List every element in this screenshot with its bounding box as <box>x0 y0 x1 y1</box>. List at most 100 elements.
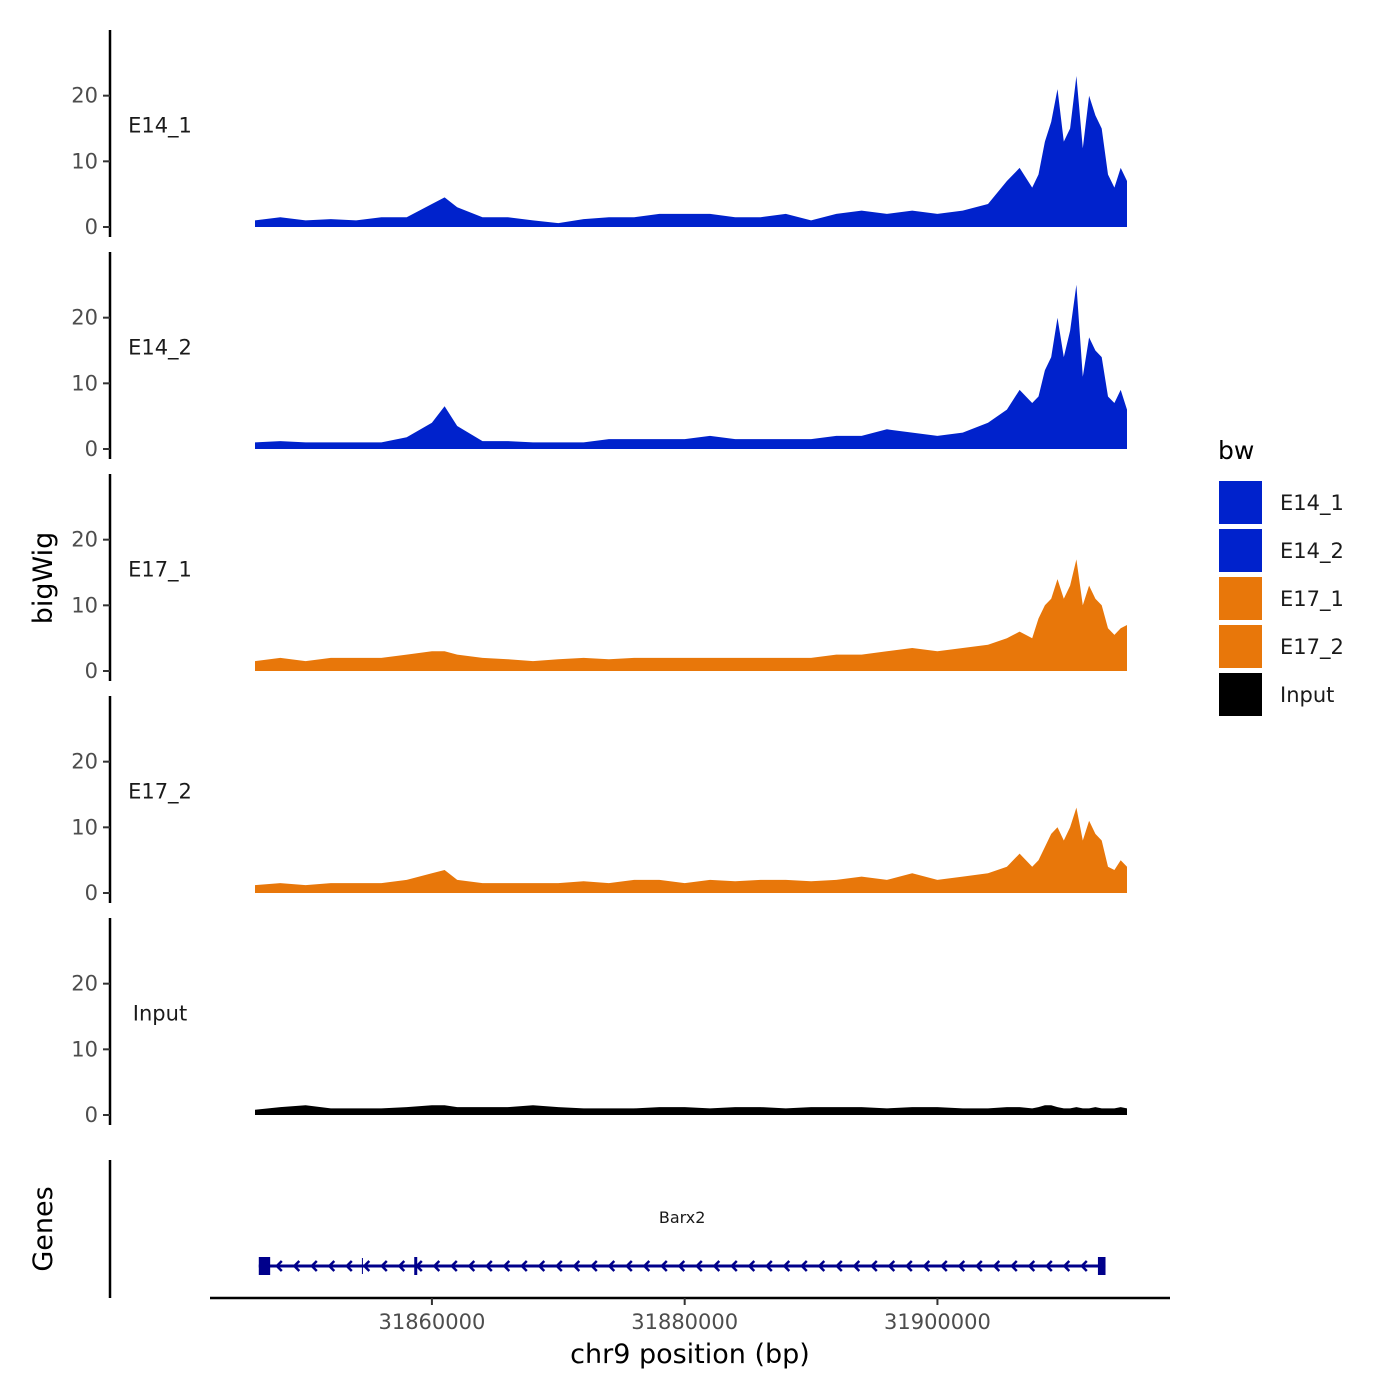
legend-swatch <box>1217 575 1264 622</box>
strand-arrow <box>992 1260 1001 1272</box>
strand-arrow <box>817 1260 826 1272</box>
strand-arrow <box>695 1260 703 1272</box>
y-tick-label: 10 <box>71 1037 98 1061</box>
strand-arrow <box>310 1260 318 1272</box>
strip-label: Input <box>133 1002 187 1026</box>
strand-arrow <box>345 1260 353 1272</box>
area-E14_2 <box>255 284 1127 449</box>
track-E14_1: 0 10 20 E14_1 <box>71 30 1127 239</box>
strand-arrow <box>677 1260 686 1272</box>
strand-arrow <box>380 1260 388 1272</box>
legend-title: bw <box>1218 436 1254 465</box>
x-tick-label: 31900000 <box>884 1310 991 1334</box>
strand-arrow <box>887 1260 896 1272</box>
area-E17_1 <box>255 559 1127 671</box>
strand-arrow <box>520 1260 528 1272</box>
y-tick-label: 20 <box>71 528 98 552</box>
strand-arrow <box>1045 1260 1053 1272</box>
strand-arrow <box>432 1260 441 1272</box>
strand-arrow <box>852 1260 861 1272</box>
strip-label: E17_2 <box>128 780 192 805</box>
y-tick-label: 10 <box>71 815 98 839</box>
strand-arrow <box>765 1260 773 1272</box>
x-axis-title: chr9 position (bp) <box>570 1339 810 1370</box>
track-E17_2: 0 10 20 E17_2 <box>71 696 1127 905</box>
strip-label: E17_1 <box>128 558 192 583</box>
strand-arrow <box>642 1260 651 1272</box>
legend-label: Input <box>1280 683 1334 707</box>
strand-arrow <box>957 1260 966 1272</box>
y-tick-label: 20 <box>71 306 98 330</box>
gene-exon <box>258 1257 271 1275</box>
x-axis: 31860000 31880000 31900000 <box>210 1296 1170 1334</box>
strip-label: E14_1 <box>128 114 192 139</box>
strand-arrow <box>782 1260 791 1272</box>
area-Input <box>255 1105 1127 1115</box>
strand-arrow <box>747 1260 756 1272</box>
gene-name-label: Barx2 <box>659 1208 706 1227</box>
y-tick-label: 0 <box>85 215 98 239</box>
strand-arrow <box>1027 1260 1036 1272</box>
strand-arrow <box>502 1260 511 1272</box>
legend-swatch <box>1217 527 1264 574</box>
bigwig-tracks: 0 10 20 E14_1 0 10 20 E14_2 0 10 20 E17_1 0 10 20 E17_2… <box>71 30 1127 1127</box>
strand-arrow <box>800 1260 808 1272</box>
strand-arrow <box>975 1260 983 1272</box>
strand-arrow <box>275 1260 283 1272</box>
strand-arrow <box>327 1260 336 1272</box>
strand-arrow <box>730 1260 738 1272</box>
strand-arrow <box>485 1260 493 1272</box>
genes-axis-title: Genes <box>28 1186 59 1271</box>
y-tick-label: 20 <box>71 972 98 996</box>
y-tick-label: 0 <box>85 881 98 905</box>
legend-swatch <box>1217 671 1264 718</box>
strip-label: E14_2 <box>128 336 192 361</box>
legend-swatch <box>1217 623 1264 670</box>
strand-arrow <box>1080 1260 1088 1272</box>
strand-arrow <box>292 1260 301 1272</box>
strand-arrow <box>940 1260 948 1272</box>
strand-arrow <box>555 1260 563 1272</box>
gene-exon <box>414 1257 418 1275</box>
strand-arrow <box>1010 1260 1018 1272</box>
area-E14_1 <box>255 76 1127 227</box>
track-E14_2: 0 10 20 E14_2 <box>71 252 1127 461</box>
strand-arrow <box>922 1260 931 1272</box>
y-tick-label: 10 <box>71 593 98 617</box>
legend: bw E14_1 E14_2 E17_1 E17_2 Input <box>1217 436 1344 718</box>
strand-arrow <box>905 1260 913 1272</box>
strand-arrow <box>712 1260 721 1272</box>
strand-arrow <box>660 1260 668 1272</box>
y-tick-label: 0 <box>85 659 98 683</box>
strand-arrow <box>590 1260 598 1272</box>
track-Input: 0 10 20 Input <box>71 918 1127 1127</box>
area-E17_2 <box>255 807 1127 893</box>
y-tick-label: 10 <box>71 149 98 173</box>
gene-exon <box>1097 1257 1106 1275</box>
legend-swatch <box>1217 479 1264 526</box>
y-tick-label: 10 <box>71 371 98 395</box>
strand-arrow <box>1062 1260 1071 1272</box>
y-tick-label: 20 <box>71 84 98 108</box>
legend-label: E17_1 <box>1280 587 1344 612</box>
legend-label: E17_2 <box>1280 635 1344 660</box>
strand-arrow <box>397 1260 406 1272</box>
gene-track: Barx2 <box>108 1160 1106 1298</box>
legend-label: E14_1 <box>1280 491 1344 516</box>
track-E17_1: 0 10 20 E17_1 <box>71 474 1127 683</box>
strand-arrow <box>467 1260 476 1272</box>
strand-arrow <box>870 1260 878 1272</box>
x-tick-label: 31860000 <box>378 1310 485 1334</box>
strand-arrow <box>835 1260 843 1272</box>
strand-arrow <box>607 1260 616 1272</box>
strand-arrow <box>450 1260 458 1272</box>
x-tick-label: 31880000 <box>631 1310 738 1334</box>
y-tick-label: 0 <box>85 1103 98 1127</box>
y-axis-title: bigWig <box>28 532 59 625</box>
y-tick-label: 20 <box>71 750 98 774</box>
strand-arrow <box>572 1260 581 1272</box>
legend-label: E14_2 <box>1280 539 1344 564</box>
strand-arrow <box>625 1260 633 1272</box>
strand-arrow <box>537 1260 546 1272</box>
